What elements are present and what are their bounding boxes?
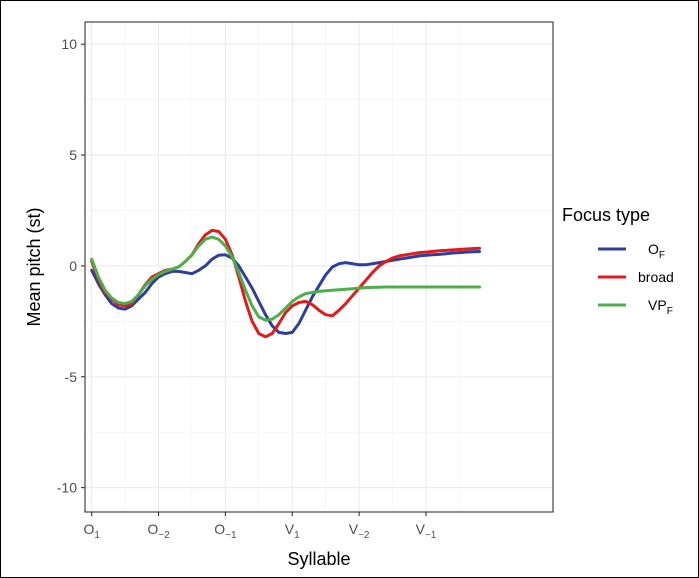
y-axis-ticks: 10 5 0 -5 -10 [57,36,85,496]
legend-label: OF [648,241,665,261]
x-axis-ticks: O1 O−2 O−1 V1 V−2 V−1 [83,512,437,541]
series-line [90,228,481,339]
x-tick-label: O−1 [214,521,237,541]
x-tick-label: O−2 [147,521,170,541]
y-tick-label: -10 [57,480,77,496]
plot-panel [84,21,554,513]
series-line [90,235,481,322]
x-tick-label: O1 [83,521,100,541]
x-axis-title: Syllable [287,549,350,569]
x-tick-label: V1 [285,521,300,541]
panel-border [84,21,554,513]
y-tick-label: 5 [69,147,77,163]
series-line [90,250,481,335]
y-tick-label: -5 [65,369,78,385]
x-tick-label: V−1 [416,521,437,541]
legend-label: broad [638,269,674,285]
legend: Focus type OF broad VPF [562,205,674,317]
legend-title: Focus type [562,205,650,225]
legend-label: VPF [648,297,673,317]
x-tick-label: V−2 [349,521,370,541]
y-tick-label: 0 [69,258,77,274]
y-tick-label: 10 [61,36,77,52]
y-axis-title: Mean pitch (st) [24,207,44,326]
